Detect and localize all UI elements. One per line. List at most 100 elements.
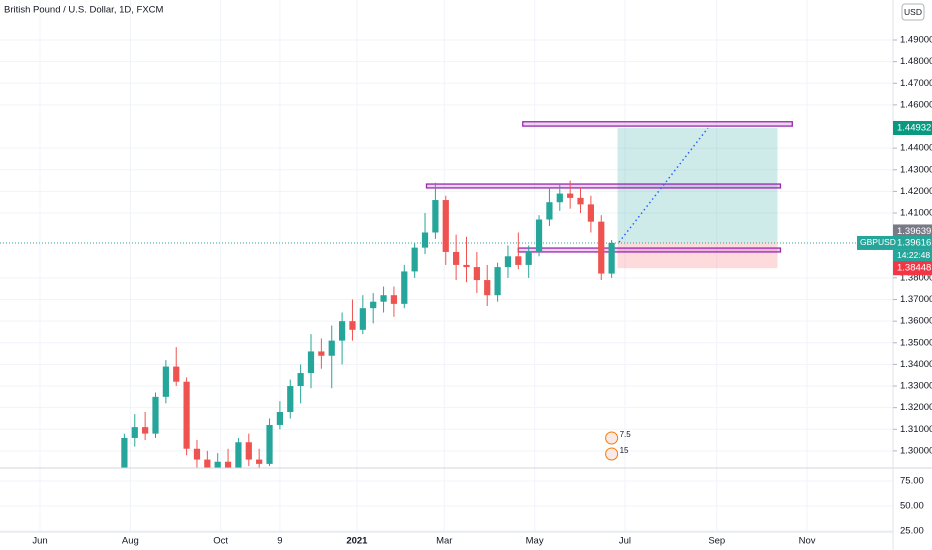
event-icon [605, 431, 619, 445]
candle-body [152, 396, 159, 434]
currency-label[interactable]: USD [904, 7, 922, 17]
symbol-tag: GBPUSD [857, 235, 896, 250]
x-tick-label: Jun [32, 536, 47, 547]
y-tick-label: 1.38000 [900, 272, 932, 283]
x-tick-label: Oct [213, 536, 228, 547]
zone [517, 247, 782, 253]
last-price-tag-bg [893, 235, 932, 250]
loss-zone [617, 242, 778, 269]
target-tag-bg [893, 120, 932, 135]
candle-body [484, 280, 491, 296]
candle-body [453, 251, 460, 265]
candle-body [131, 427, 138, 438]
target-tag-label: 1.44932 [897, 123, 931, 134]
y-tick-label: 25.00 [900, 526, 924, 537]
last-price-tag: 1.39616 [893, 235, 932, 250]
main-pane: 7.5 15 [0, 121, 893, 468]
candle-body [193, 448, 201, 460]
candle-body [245, 442, 252, 460]
candle-body [328, 340, 335, 356]
candle-body [515, 256, 522, 265]
event-label: 15 [620, 446, 629, 455]
y-tick-label: 1.37000 [900, 294, 932, 305]
entry-tag-label: 1.39639 [897, 226, 931, 237]
last-price-tag-label: 1.39616 [897, 237, 931, 248]
candle-body [421, 232, 429, 248]
x-tick-label: Mar [436, 536, 452, 547]
entry-tag: 1.39639 [893, 224, 932, 239]
candle-body [577, 197, 584, 205]
y-tick-label: 1.49000 [900, 35, 932, 46]
y-tick-label: 1.46000 [900, 99, 932, 110]
y-tick-label: 1.31000 [900, 424, 932, 435]
candle-body [121, 437, 128, 468]
symbol-bg [857, 235, 893, 250]
candle-body [442, 200, 449, 252]
y-tick-label: 1.36000 [900, 316, 932, 327]
candle-body [535, 219, 543, 252]
zone [425, 183, 782, 189]
candle-body [370, 301, 377, 309]
target-tag: 1.44932 [893, 120, 932, 135]
candle-body [525, 251, 532, 265]
y-tick-label: 1.30000 [900, 445, 932, 456]
y-tick-label: 1.33000 [900, 381, 932, 392]
candle-body [432, 200, 439, 233]
candle-body [338, 321, 346, 341]
currency-box[interactable] [901, 3, 925, 21]
y-tick-label: 1.42000 [900, 186, 932, 197]
y-tick-label: 1.44000 [900, 143, 932, 154]
y-tick-label: 1.41000 [900, 208, 932, 219]
y-tick-label: 1.43000 [900, 164, 932, 175]
candle-body [608, 242, 615, 274]
countdown-bg [893, 249, 932, 262]
candle-body [142, 427, 149, 434]
y-tick-label: 75.00 [900, 476, 924, 487]
symbol-label: GBPUSD [860, 237, 896, 247]
profit-zone [617, 127, 778, 243]
x-tick-label: 2021 [346, 536, 368, 547]
candle-body [204, 459, 211, 468]
candle-body [390, 295, 398, 304]
y-tick-label: 1.47000 [900, 78, 932, 89]
stop-tag-label: 1.38448 [897, 263, 931, 274]
stop-tag: 1.38448 [893, 261, 932, 276]
x-tick-label: Jul [619, 536, 631, 547]
candle-body [504, 256, 512, 268]
candle-body [235, 442, 242, 468]
countdown-label: 14:22:48 [897, 250, 930, 260]
candle-body [401, 271, 408, 304]
axes: 1.30000 1.31000 1.32000 1.33000 1.34000 1.350… [32, 35, 932, 547]
candle-body [318, 351, 325, 356]
chart-title: British Pound / U.S. Dollar, 1D, FXCM [4, 5, 164, 16]
candle-body [224, 461, 232, 468]
y-tick-label: 1.32000 [900, 402, 932, 413]
x-tick-label: May [526, 536, 544, 547]
candle-body [173, 366, 180, 382]
grid [0, 0, 893, 532]
candle-body [349, 321, 356, 330]
x-tick-label: 9 [277, 536, 282, 547]
candle-body [587, 204, 595, 222]
x-tick-label: Sep [708, 536, 725, 547]
candle-body [546, 202, 553, 220]
countdown-tag: 14:22:48 [893, 249, 932, 262]
candle-body [556, 193, 563, 203]
candle-body [359, 308, 366, 330]
x-tick-label: Nov [799, 536, 816, 547]
y-tick-label: 1.34000 [900, 359, 932, 370]
entry-tag-bg [893, 224, 932, 239]
candle-body [256, 459, 263, 464]
candle-body [463, 264, 470, 268]
x-tick-label: Aug [122, 536, 139, 547]
stop-tag-bg [893, 261, 932, 276]
candle-body [567, 193, 574, 198]
candle-body [380, 295, 387, 302]
candle-body [214, 461, 221, 468]
candle-body [162, 366, 169, 397]
candle-body [297, 373, 304, 387]
candle-body [598, 221, 605, 274]
candle-body [494, 267, 501, 296]
event-icon [605, 447, 619, 461]
